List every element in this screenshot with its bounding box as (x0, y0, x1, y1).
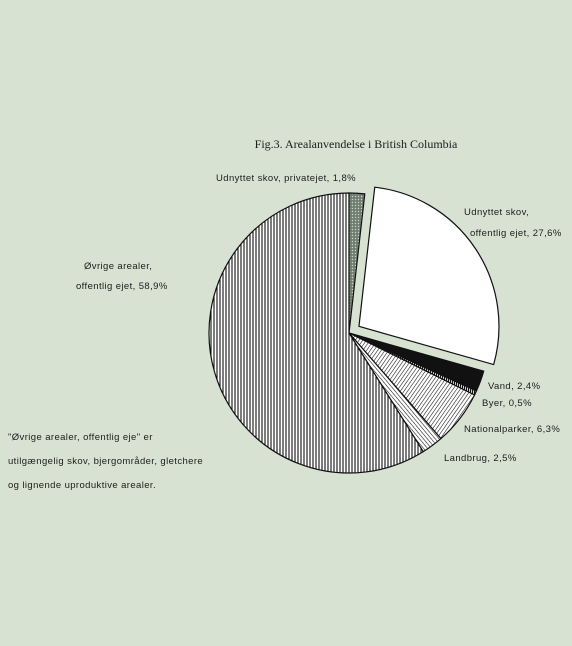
label-ovrige-line2: offentlig ejet, 58,9% (76, 281, 168, 292)
pie-slice-1 (358, 186, 500, 366)
label-offentlig-line1: Udnyttet skov, (464, 207, 530, 218)
pie-slice-6 (208, 192, 425, 474)
chart-title: Fig.3. Arealanvendelse i British Columbi… (254, 137, 458, 151)
label-landbrug: Landbrug, 2,5% (444, 453, 517, 464)
label-nationalparker: Nationalparker, 6,3% (464, 424, 561, 435)
footnote-line: og lignende uproduktive arealer. (8, 480, 157, 491)
label-privatejet: Udnyttet skov, privatejet, 1,8% (216, 173, 357, 184)
footnote-line: "Øvrige arealer, offentlig eje" er (8, 432, 153, 443)
label-vand: Vand, 2,4% (488, 381, 541, 392)
label-byer: Byer, 0,5% (482, 398, 532, 409)
footnote-line: utilgængelig skov, bjergområder, gletche… (8, 456, 204, 467)
label-ovrige-line1: Øvrige arealer, (84, 261, 153, 272)
footnote: "Øvrige arealer, offentlig eje" er utilg… (8, 432, 203, 504)
label-offentlig-line2: offentlig ejet, 27,6% (470, 228, 562, 239)
